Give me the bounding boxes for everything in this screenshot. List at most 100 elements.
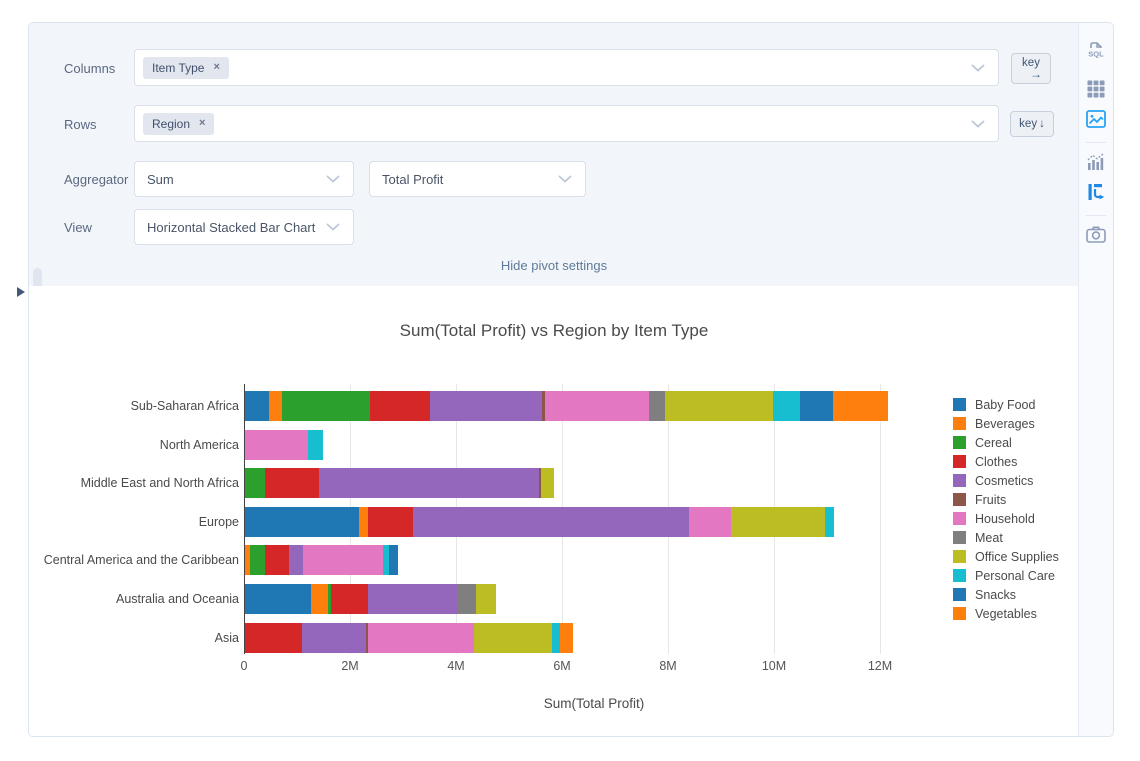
- legend-item[interactable]: Office Supplies: [953, 547, 1059, 566]
- bar-segment[interactable]: [265, 545, 289, 576]
- y-axis-label: Sub-Saharan Africa: [130, 399, 239, 413]
- bar-segment[interactable]: [245, 391, 269, 421]
- columns-tag-label: Item Type: [152, 60, 205, 75]
- legend-item[interactable]: Personal Care: [953, 566, 1059, 585]
- bar-segment[interactable]: [458, 584, 476, 614]
- bar-segment[interactable]: [311, 584, 328, 614]
- y-axis-label: Europe: [198, 514, 239, 529]
- legend-item[interactable]: Fruits: [953, 490, 1059, 509]
- legend-item[interactable]: Clothes: [953, 452, 1059, 471]
- legend-item[interactable]: Cereal: [953, 433, 1059, 452]
- chevron-down-icon: [326, 175, 340, 183]
- bar-segment[interactable]: [245, 622, 302, 653]
- bar-row: [245, 506, 835, 537]
- bar-segment[interactable]: [367, 506, 413, 537]
- legend-swatch-icon: [953, 436, 966, 449]
- bar-segment[interactable]: [265, 468, 320, 499]
- combo-chart-icon[interactable]: [1084, 150, 1108, 174]
- bar-segment[interactable]: [268, 391, 283, 421]
- view-select[interactable]: Horizontal Stacked Bar Chart: [134, 209, 354, 245]
- bar-segment[interactable]: [303, 545, 383, 576]
- bar-segment[interactable]: [688, 506, 731, 537]
- bar-segment[interactable]: [367, 584, 459, 614]
- rows-label: Rows: [64, 117, 97, 132]
- bar-segment[interactable]: [319, 468, 540, 499]
- chart-title: Sum(Total Profit) vs Region by Item Type: [399, 321, 709, 340]
- bar-segment[interactable]: [331, 584, 368, 614]
- bar-segment[interactable]: [664, 391, 774, 421]
- legend-item[interactable]: Meat: [953, 528, 1059, 547]
- toolbar-divider: [1086, 215, 1106, 216]
- legend-swatch-icon: [953, 474, 966, 487]
- bar-segment[interactable]: [288, 545, 304, 576]
- legend-label: Snacks: [975, 587, 1016, 602]
- bar-segment[interactable]: [250, 545, 266, 576]
- legend-item[interactable]: Cosmetics: [953, 471, 1059, 490]
- table-grid-icon[interactable]: [1084, 77, 1108, 101]
- bar-row: [245, 429, 324, 460]
- legend-label: Clothes: [975, 454, 1018, 469]
- chevron-down-icon: [971, 120, 985, 128]
- bar-segment[interactable]: [539, 468, 542, 499]
- bar-segment[interactable]: [389, 545, 398, 576]
- bar-segment[interactable]: [307, 429, 324, 460]
- bar-segment[interactable]: [541, 391, 546, 421]
- bar-segment[interactable]: [541, 468, 554, 499]
- bar-segment[interactable]: [552, 622, 560, 653]
- bar-segment[interactable]: [358, 506, 368, 537]
- pivot-icon[interactable]: [1084, 180, 1108, 204]
- bar-segment[interactable]: [475, 584, 496, 614]
- bar-segment[interactable]: [430, 391, 542, 421]
- x-tick-label: 8M: [659, 659, 677, 673]
- bar-segment[interactable]: [367, 622, 474, 653]
- legend-label: Cereal: [975, 435, 1012, 450]
- bar-segment[interactable]: [773, 391, 800, 421]
- legend-item[interactable]: Household: [953, 509, 1059, 528]
- camera-icon[interactable]: [1084, 222, 1108, 246]
- hide-pivot-settings-link[interactable]: Hide pivot settings: [500, 258, 608, 273]
- bar-segment[interactable]: [473, 622, 553, 653]
- remove-tag-icon[interactable]: ×: [199, 117, 206, 129]
- bar-segment[interactable]: [382, 545, 390, 576]
- legend-item[interactable]: Baby Food: [953, 395, 1059, 414]
- bar-segment[interactable]: [245, 506, 359, 537]
- bar-segment[interactable]: [301, 622, 367, 653]
- columns-tag[interactable]: Item Type ×: [143, 56, 229, 79]
- rows-tag[interactable]: Region ×: [143, 112, 215, 135]
- columns-key-order-button[interactable]: key →: [1011, 53, 1051, 84]
- bar-segment[interactable]: [366, 622, 368, 653]
- panel-expand-arrow-icon[interactable]: [17, 287, 25, 297]
- y-axis-label: North America: [159, 437, 239, 452]
- bar-segment[interactable]: [245, 545, 251, 576]
- rows-key-order-button[interactable]: key ↓: [1010, 111, 1054, 137]
- sql-icon[interactable]: SQL: [1084, 37, 1108, 61]
- bar-segment[interactable]: [282, 391, 370, 421]
- bar-segment[interactable]: [327, 584, 332, 614]
- bar-segment[interactable]: [245, 584, 312, 614]
- bar-segment[interactable]: [832, 391, 889, 421]
- bar-segment[interactable]: [369, 391, 431, 421]
- legend-item[interactable]: Snacks: [953, 585, 1059, 604]
- rows-tag-label: Region: [152, 116, 191, 131]
- remove-tag-icon[interactable]: ×: [213, 61, 220, 73]
- bar-segment[interactable]: [799, 391, 833, 421]
- legend-label: Meat: [975, 530, 1003, 545]
- bar-segment[interactable]: [412, 506, 689, 537]
- bar-segment[interactable]: [559, 622, 573, 653]
- down-arrow-icon: ↓: [1039, 118, 1045, 130]
- bar-segment[interactable]: [245, 468, 266, 499]
- bar-segment[interactable]: [648, 391, 665, 421]
- chart-image-icon[interactable]: [1084, 107, 1108, 131]
- columns-select[interactable]: Item Type ×: [134, 49, 999, 86]
- aggregator-select[interactable]: Sum: [134, 161, 354, 197]
- aggregator-value-select[interactable]: Total Profit: [369, 161, 586, 197]
- legend-label: Household: [975, 511, 1035, 526]
- legend-item[interactable]: Vegetables: [953, 604, 1059, 623]
- bar-segment[interactable]: [730, 506, 826, 537]
- bar-segment[interactable]: [245, 429, 308, 460]
- x-tick-label: 10M: [761, 659, 787, 673]
- legend-item[interactable]: Beverages: [953, 414, 1059, 433]
- bar-segment[interactable]: [545, 391, 649, 421]
- rows-select[interactable]: Region ×: [134, 105, 999, 142]
- bar-segment[interactable]: [825, 506, 835, 537]
